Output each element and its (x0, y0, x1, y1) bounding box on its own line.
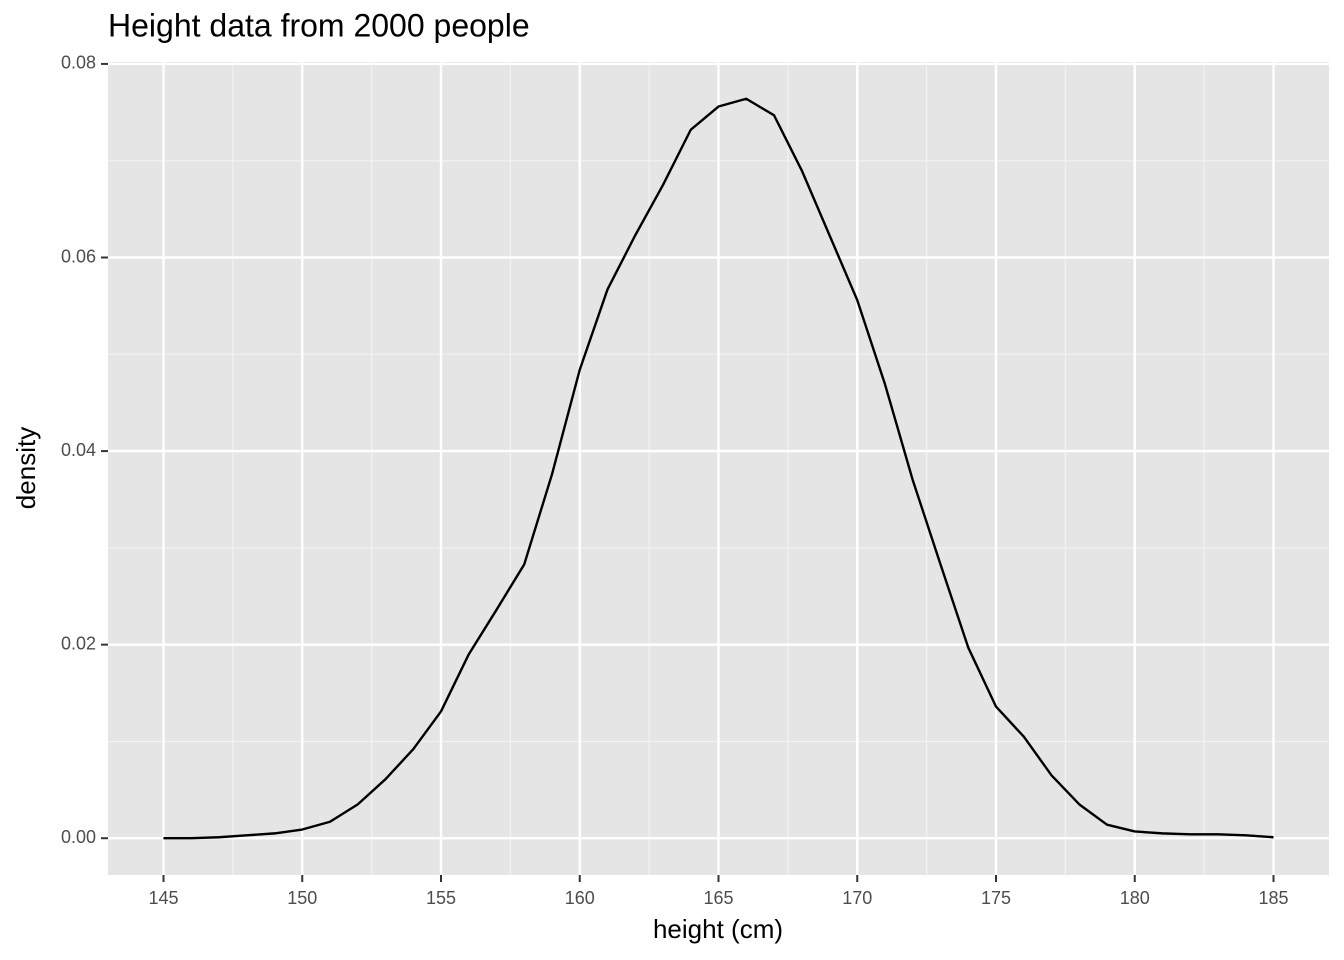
y-tick-label: 0.04 (61, 440, 96, 460)
chart-title: Height data from 2000 people (108, 7, 530, 43)
x-tick-label: 160 (565, 888, 595, 908)
y-tick-label: 0.02 (61, 633, 96, 653)
y-axis-label: density (11, 427, 41, 509)
x-tick-label: 145 (148, 888, 178, 908)
x-tick-label: 180 (1120, 888, 1150, 908)
x-tick-label: 155 (426, 888, 456, 908)
x-tick-label: 185 (1258, 888, 1288, 908)
density-line (163, 97, 1274, 840)
y-tick-label: 0.00 (61, 827, 96, 847)
x-tick-label: 150 (287, 888, 317, 908)
x-tick-label: 170 (842, 888, 872, 908)
x-axis-label: height (cm) (653, 914, 783, 944)
x-tick-label: 165 (703, 888, 733, 908)
y-tick-label: 0.08 (61, 53, 96, 73)
y-tick-label: 0.06 (61, 246, 96, 266)
x-tick-label: 175 (981, 888, 1011, 908)
